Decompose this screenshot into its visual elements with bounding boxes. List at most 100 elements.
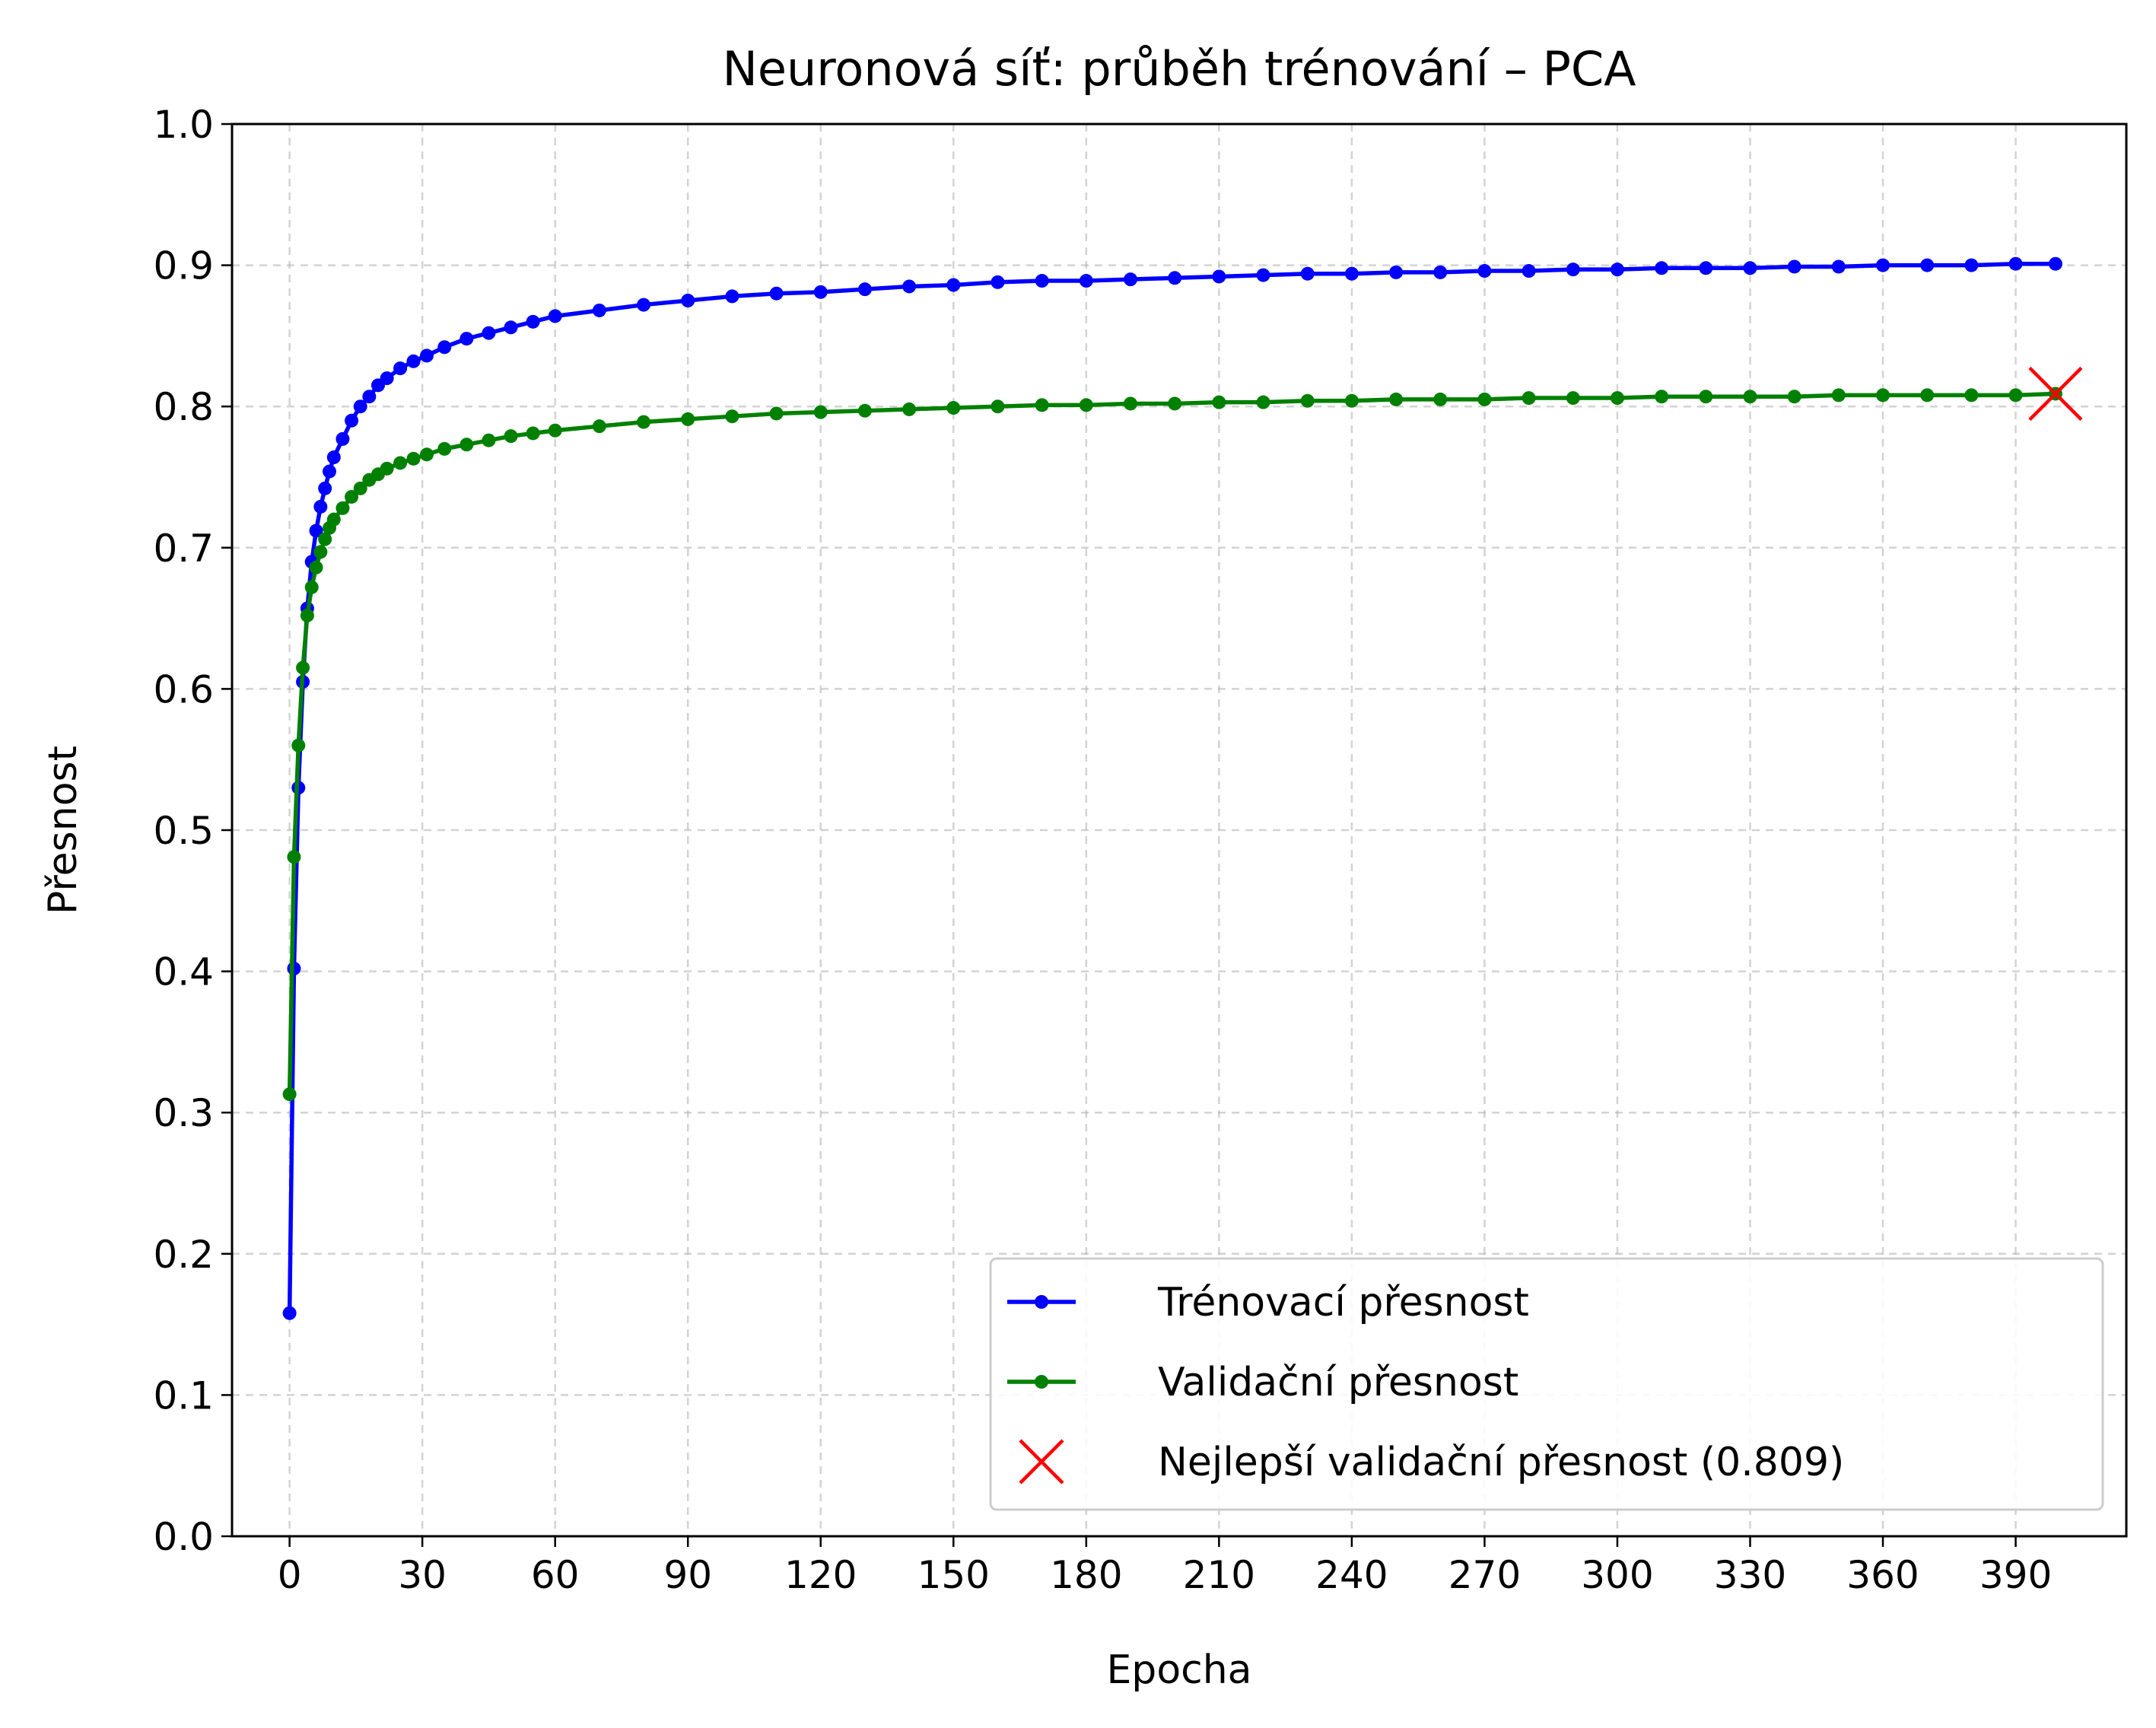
train-accuracy-point xyxy=(1389,265,1404,279)
x-tick-label: 210 xyxy=(1183,1553,1255,1597)
train-accuracy-point xyxy=(1920,258,1935,272)
y-tick-label: 0.5 xyxy=(153,809,214,853)
train-accuracy-point xyxy=(857,282,872,297)
best-validation-marker xyxy=(2028,366,2083,422)
validation-accuracy-point xyxy=(313,545,328,559)
validation-accuracy-point xyxy=(1743,390,1757,404)
validation-accuracy-point xyxy=(460,438,474,452)
x-tick-label: 150 xyxy=(917,1553,990,1597)
legend-swatch-marker xyxy=(1035,1295,1048,1309)
validation-accuracy-point xyxy=(406,451,421,466)
legend-label-train: Trénovací přesnost xyxy=(1157,1280,1529,1325)
validation-accuracy-point xyxy=(335,501,350,515)
validation-accuracy-point xyxy=(548,423,562,438)
x-tick-label: 0 xyxy=(278,1553,302,1597)
train-accuracy-point xyxy=(1168,271,1182,285)
validation-accuracy-point xyxy=(1256,395,1270,409)
validation-accuracy-point xyxy=(946,401,961,415)
x-tick-label: 60 xyxy=(531,1553,580,1597)
x-tick-label: 240 xyxy=(1315,1553,1388,1597)
train-accuracy-point xyxy=(1699,261,1713,275)
validation-accuracy-point xyxy=(902,402,917,416)
train-accuracy-point xyxy=(1212,269,1226,284)
validation-accuracy-point xyxy=(300,608,314,622)
train-accuracy-point xyxy=(1522,264,1536,278)
validation-accuracy-point xyxy=(592,419,606,434)
x-tick-label: 360 xyxy=(1846,1553,1919,1597)
train-accuracy-point xyxy=(313,499,328,514)
train-accuracy-point xyxy=(1831,259,1846,274)
x-tick-label: 30 xyxy=(398,1553,447,1597)
y-tick-label: 0.6 xyxy=(153,667,214,711)
validation-accuracy-point xyxy=(291,738,306,753)
validation-accuracy-point xyxy=(681,412,695,426)
legend-label-best: Nejlepší validační přesnost (0.809) xyxy=(1158,1440,1844,1485)
x-tick-label: 180 xyxy=(1050,1553,1122,1597)
validation-accuracy-point xyxy=(393,456,408,470)
validation-accuracy-point xyxy=(482,433,496,447)
validation-accuracy-point xyxy=(725,409,739,424)
validation-accuracy-point xyxy=(304,580,319,594)
y-tick-label: 0.0 xyxy=(153,1515,214,1559)
validation-accuracy-point xyxy=(1831,388,1846,403)
validation-accuracy-point xyxy=(1699,390,1713,404)
validation-accuracy-point xyxy=(637,415,651,429)
validation-accuracy-point xyxy=(380,461,394,476)
train-accuracy-point xyxy=(1433,265,1448,279)
train-accuracy-point xyxy=(1079,274,1093,288)
train-accuracy-point xyxy=(345,413,359,428)
train-accuracy-point xyxy=(902,279,917,294)
validation-accuracy-point xyxy=(991,399,1005,414)
train-accuracy-point xyxy=(482,326,496,340)
train-accuracy-point xyxy=(526,314,540,329)
validation-accuracy-point xyxy=(504,429,518,444)
train-accuracy-point xyxy=(813,285,828,299)
train-accuracy-point xyxy=(1743,261,1757,275)
train-accuracy-point xyxy=(353,399,367,414)
validation-accuracy-point xyxy=(1876,388,1890,403)
validation-accuracy-point xyxy=(1610,391,1624,406)
chart-title: Neuronová síť: průběh trénování – PCA xyxy=(722,41,1636,97)
y-tick-label: 0.7 xyxy=(153,527,214,571)
train-accuracy-point xyxy=(380,371,394,386)
legend-box xyxy=(989,1257,2104,1511)
y-axis-title: Přesnost xyxy=(40,746,86,915)
train-accuracy-point xyxy=(1035,274,1049,288)
train-accuracy-point xyxy=(437,340,452,355)
validation-accuracy-point xyxy=(287,850,301,864)
train-accuracy-point xyxy=(1610,263,1624,277)
train-accuracy-point xyxy=(725,289,739,304)
legend-swatch-x xyxy=(1019,1439,1064,1485)
validation-accuracy-point xyxy=(1300,393,1315,408)
validation-accuracy-point xyxy=(1964,388,1979,403)
train-accuracy-point xyxy=(1300,266,1315,281)
validation-accuracy-point xyxy=(326,512,341,527)
train-accuracy-point xyxy=(1655,261,1669,275)
train-accuracy-point xyxy=(419,348,434,363)
y-tick-label: 0.2 xyxy=(153,1233,214,1277)
best-marker-stroke xyxy=(2028,366,2083,422)
train-accuracy-point xyxy=(1124,272,1138,287)
validation-accuracy-point xyxy=(769,406,784,421)
validation-accuracy-point xyxy=(1522,391,1536,406)
validation-accuracy-point xyxy=(296,660,310,675)
x-tick-label: 120 xyxy=(784,1553,857,1597)
train-accuracy-point xyxy=(548,309,562,323)
validation-accuracy-point xyxy=(526,426,540,441)
train-accuracy-point xyxy=(991,275,1005,289)
train-accuracy-point xyxy=(318,481,332,495)
train-accuracy-point xyxy=(335,431,350,446)
train-accuracy-point xyxy=(393,361,408,376)
y-tick-label: 1.0 xyxy=(153,103,214,147)
train-accuracy-point xyxy=(2048,256,2062,271)
x-tick-label: 390 xyxy=(1980,1553,2052,1597)
train-accuracy-point xyxy=(322,464,336,479)
validation-accuracy-point xyxy=(309,560,323,574)
train-accuracy-point xyxy=(309,523,323,538)
y-tick-label: 0.8 xyxy=(153,385,214,429)
validation-accuracy-point xyxy=(1124,396,1138,411)
validation-accuracy-point xyxy=(1566,391,1580,406)
legend: Trénovací přesnost Validační přesnost Ne… xyxy=(989,1257,2104,1511)
y-tick-label: 0.3 xyxy=(153,1091,214,1135)
